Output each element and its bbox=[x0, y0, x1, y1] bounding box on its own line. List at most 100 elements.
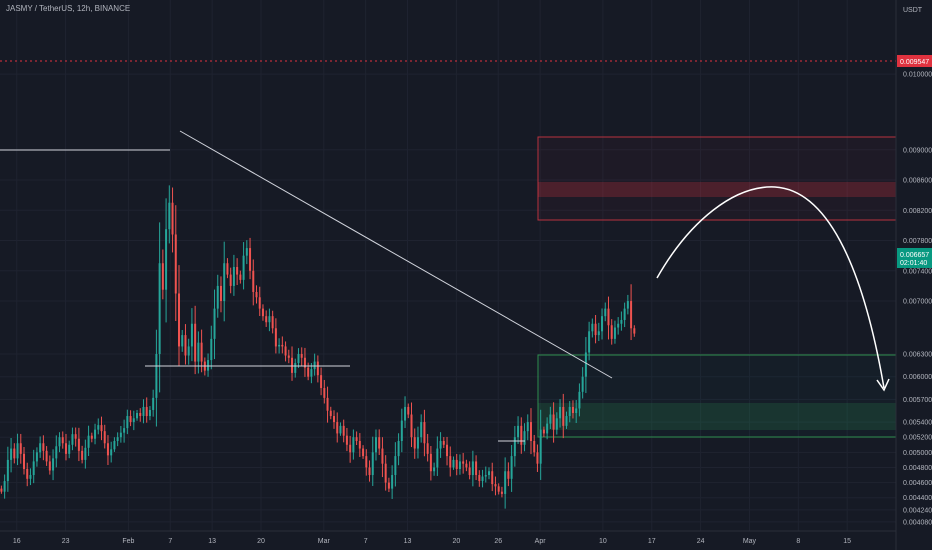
time-tick-label: 15 bbox=[843, 538, 851, 545]
candle bbox=[607, 296, 610, 340]
candle-body bbox=[74, 434, 77, 439]
candle-body bbox=[55, 446, 58, 459]
candle-body bbox=[106, 443, 109, 456]
price-tick-label: 0.010000 bbox=[903, 72, 932, 79]
forecast-arrow[interactable] bbox=[656, 186, 890, 392]
candle bbox=[416, 426, 419, 459]
candle bbox=[549, 406, 552, 429]
time-tick-label: 17 bbox=[648, 538, 656, 545]
candle bbox=[484, 466, 487, 483]
candle bbox=[42, 435, 45, 461]
candle bbox=[258, 286, 261, 317]
candle-body bbox=[61, 437, 64, 444]
candle-body bbox=[3, 481, 6, 492]
candle bbox=[261, 304, 264, 321]
support-zone-outer bbox=[537, 354, 897, 438]
candle bbox=[148, 406, 151, 421]
candle-body bbox=[352, 437, 355, 453]
candle bbox=[329, 406, 332, 420]
candle bbox=[39, 436, 42, 458]
candle-body bbox=[345, 435, 348, 445]
candle-body bbox=[22, 453, 26, 469]
time-tick-label: 20 bbox=[452, 538, 460, 545]
candle bbox=[106, 435, 109, 465]
candle-body bbox=[400, 420, 403, 441]
candle bbox=[152, 389, 155, 417]
candle bbox=[16, 433, 19, 466]
candle bbox=[491, 462, 494, 492]
candle bbox=[0, 485, 3, 494]
candle bbox=[442, 437, 445, 448]
candle-body bbox=[10, 448, 13, 460]
candle bbox=[123, 419, 126, 443]
candle-body bbox=[294, 363, 297, 373]
candle-body bbox=[48, 461, 51, 471]
time-axis[interactable]: 16 23 Feb 7 13 20 Mar 7 13 20 26 Apr 10 17 24 May 8 15 bbox=[13, 538, 851, 545]
candle-body bbox=[145, 406, 148, 417]
candle-body bbox=[481, 476, 484, 482]
candle bbox=[565, 411, 568, 429]
alert-badge-bg bbox=[897, 55, 932, 67]
candle bbox=[119, 426, 122, 443]
price-axis[interactable]: 0.010000 0.009000 0.008600 0.008200 0.007800… bbox=[903, 72, 932, 527]
candle-body bbox=[565, 416, 568, 426]
candle bbox=[384, 455, 387, 491]
candle-body bbox=[119, 432, 122, 438]
candle bbox=[94, 423, 97, 445]
candle-body bbox=[549, 414, 552, 424]
time-tick-label: 7 bbox=[168, 538, 172, 545]
candle-body bbox=[584, 352, 587, 377]
candle-body bbox=[178, 293, 181, 347]
candle-body bbox=[475, 461, 478, 476]
downtrend-line[interactable] bbox=[179, 130, 613, 379]
candle bbox=[168, 185, 171, 244]
candle-body bbox=[358, 440, 361, 449]
price-tick-label: 0.008200 bbox=[903, 208, 932, 215]
candle bbox=[207, 353, 210, 377]
candle-body bbox=[468, 467, 471, 476]
candle-body bbox=[404, 406, 407, 421]
candle bbox=[468, 461, 471, 480]
candle bbox=[6, 446, 9, 492]
candle-body bbox=[378, 437, 381, 449]
candle bbox=[523, 423, 526, 452]
candle-body bbox=[52, 458, 55, 471]
candle-body bbox=[507, 471, 510, 479]
candle bbox=[103, 424, 106, 449]
candle bbox=[358, 433, 361, 457]
candle-body bbox=[520, 425, 523, 445]
candle bbox=[210, 325, 213, 370]
candle-body bbox=[488, 471, 491, 476]
candle bbox=[326, 386, 329, 423]
candle-body bbox=[132, 418, 135, 423]
candle-body bbox=[355, 437, 358, 441]
candle bbox=[294, 358, 297, 378]
candle bbox=[3, 474, 6, 499]
candle-body bbox=[207, 360, 210, 371]
candle bbox=[462, 452, 465, 474]
candle bbox=[374, 429, 377, 461]
candle bbox=[303, 347, 306, 377]
candle bbox=[126, 409, 129, 435]
candle-body bbox=[116, 437, 119, 441]
time-tick-label: 13 bbox=[208, 538, 216, 545]
candle-body bbox=[287, 355, 290, 358]
candle bbox=[517, 416, 520, 444]
candle-body bbox=[601, 316, 604, 332]
candle bbox=[542, 426, 545, 437]
candle bbox=[458, 454, 461, 475]
candle bbox=[100, 416, 103, 441]
candle bbox=[265, 310, 268, 327]
candle-body bbox=[500, 491, 503, 494]
candle bbox=[229, 267, 232, 294]
resistance-zone-outer bbox=[537, 136, 897, 221]
candle bbox=[465, 459, 468, 472]
candle-body bbox=[184, 335, 187, 356]
candle-body bbox=[591, 323, 594, 332]
candle-body bbox=[491, 471, 494, 485]
candle-body bbox=[510, 456, 513, 479]
candle bbox=[413, 428, 416, 459]
candle-body bbox=[478, 475, 481, 482]
candle-body bbox=[597, 331, 600, 336]
